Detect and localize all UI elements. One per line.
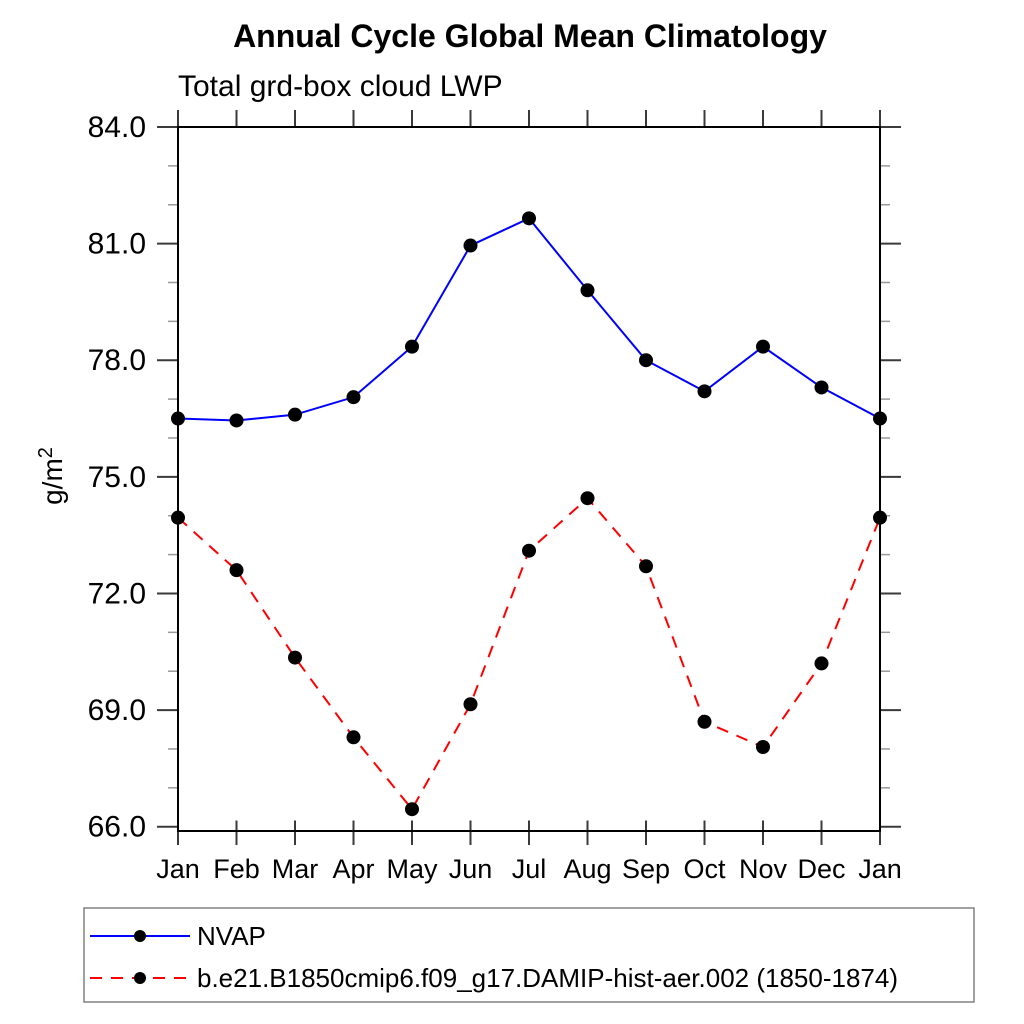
data-point-nvap xyxy=(639,353,653,368)
legend-label-model: b.e21.B1850cmip6.f09_g17.DAMIP-hist-aer.… xyxy=(197,963,898,993)
data-series xyxy=(171,211,887,817)
data-point-model xyxy=(639,559,653,574)
plot-border xyxy=(177,126,881,832)
data-point-nvap xyxy=(346,390,361,405)
legend-marker-model xyxy=(134,972,146,984)
data-point-nvap xyxy=(697,384,712,399)
data-point-model xyxy=(522,543,536,558)
x-axis-month-label: Jan xyxy=(156,854,200,884)
x-axis-month-label: Oct xyxy=(683,854,726,884)
x-axis-month-label: Dec xyxy=(797,854,845,884)
x-axis-month-label: May xyxy=(386,854,438,884)
series-line-nvap xyxy=(177,217,881,422)
data-point-nvap xyxy=(171,411,185,426)
legend-label-nvap: NVAP xyxy=(197,921,266,951)
data-point-nvap xyxy=(756,339,770,354)
data-point-model xyxy=(171,510,185,525)
y-axis-tick-label: 72.0 xyxy=(88,577,146,610)
data-point-model xyxy=(463,697,478,712)
data-point-nvap xyxy=(463,238,478,253)
x-axis-month-label: Aug xyxy=(563,854,611,884)
legend: NVAP b.e21.B1850cmip6.f09_g17.DAMIP-hist-… xyxy=(83,907,975,1003)
data-point-nvap xyxy=(288,407,302,422)
y-axis-tick-label: 81.0 xyxy=(88,228,146,261)
y-axis-tick-label: 78.0 xyxy=(88,344,146,377)
y-axis-title-base: g/m xyxy=(37,458,68,505)
data-point-nvap xyxy=(873,411,887,426)
y-axis-tick-label: 66.0 xyxy=(88,811,146,844)
x-axis-month-label: Jul xyxy=(512,854,547,884)
y-axis-tick-label: 84.0 xyxy=(88,111,146,144)
data-point-nvap xyxy=(229,413,244,428)
x-axis-month-label: Nov xyxy=(739,854,788,884)
axis-labels: Jan Feb Mar Apr May Jun Jul Aug Sep Oct Nov Dec Jan 6… xyxy=(88,111,902,884)
x-axis-month-label: Mar xyxy=(272,854,319,884)
chart-subtitle: Total grd-box cloud LWP xyxy=(178,70,503,103)
data-point-model xyxy=(756,740,770,755)
y-axis-tick-label: 69.0 xyxy=(88,694,146,727)
y-axis-title: g/m2 xyxy=(35,447,68,505)
y-axis-tick-label: 75.0 xyxy=(88,461,146,494)
chart-title: Annual Cycle Global Mean Climatology xyxy=(233,18,827,54)
x-axis-month-label: Apr xyxy=(332,854,374,884)
legend-marker-nvap xyxy=(134,930,146,942)
data-point-model xyxy=(288,650,302,665)
data-point-model xyxy=(873,510,887,525)
data-point-nvap xyxy=(814,380,829,395)
x-axis-month-label: Jan xyxy=(858,854,902,884)
x-axis-month-label: Feb xyxy=(213,854,260,884)
data-point-nvap xyxy=(580,283,595,298)
data-point-nvap xyxy=(522,211,536,226)
data-point-model xyxy=(229,563,244,578)
data-point-model xyxy=(346,730,361,745)
data-point-model xyxy=(814,656,829,671)
legend-box xyxy=(83,907,975,1003)
x-axis-month-label: Jun xyxy=(449,854,493,884)
data-point-model xyxy=(580,491,595,506)
data-point-model xyxy=(405,802,419,817)
data-point-model xyxy=(697,714,712,729)
plot-frame xyxy=(177,126,881,832)
x-axis-month-label: Sep xyxy=(622,854,670,884)
y-axis-title-superscript: 2 xyxy=(35,447,57,458)
axis-ticks xyxy=(157,110,901,845)
data-point-nvap xyxy=(405,339,419,354)
